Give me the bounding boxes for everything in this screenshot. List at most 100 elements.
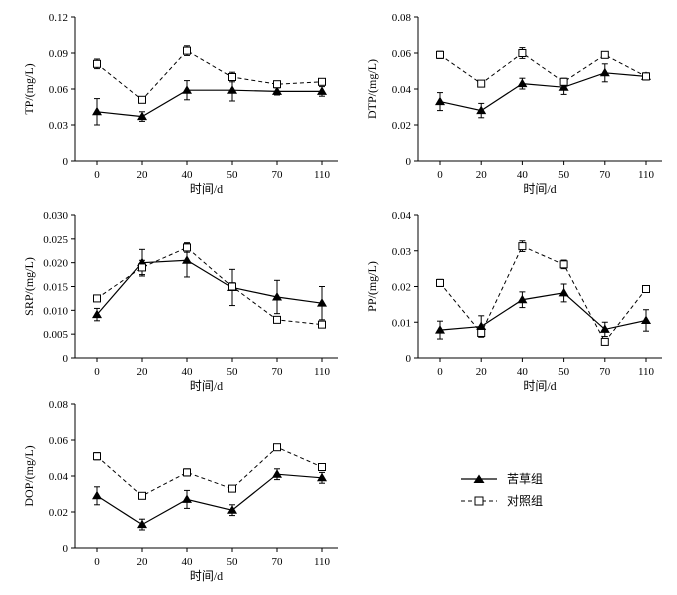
x-tick-label: 40 [182,366,194,378]
data-point-kucao [272,291,282,301]
y-tick-label: 0.025 [43,234,68,246]
data-point-kucao [317,86,327,95]
data-point-kucao [92,309,102,319]
y-tick-label: 0.03 [49,120,69,132]
series-line-control [96,49,323,101]
data-point-control [93,294,101,303]
data-point-kucao [435,325,445,334]
y-tick-label: 0.08 [49,399,69,411]
legend-label-control: 对照组 [507,494,543,508]
data-point-kucao [182,85,192,94]
y-tick-label: 0.06 [49,84,69,96]
data-point-control [318,320,326,329]
x-tick-label: 110 [314,556,331,568]
data-point-control [183,46,191,55]
x-tick-label: 110 [638,169,655,181]
y-tick-label: 0.020 [43,258,68,270]
x-tick-label: 50 [558,366,570,378]
data-point-kucao [272,469,282,478]
data-point-control [138,95,146,104]
series-line-control [439,52,647,85]
data-point-control [600,50,609,59]
series-line-control [439,245,647,343]
data-point-control [318,463,326,471]
series-line-kucao [96,473,323,526]
data-point-kucao [558,82,569,91]
y-tick-label: 0 [406,353,412,365]
data-point-control [273,315,281,324]
x-tick-label: 50 [227,169,239,181]
x-tick-label: 40 [517,366,529,378]
data-point-kucao [137,111,147,121]
y-tick-label: 0.06 [392,48,412,60]
x-axis-label: 时间/d [523,182,556,196]
data-point-kucao [517,78,528,88]
data-point-control [518,49,527,57]
y-tick-label: 0.02 [392,282,411,294]
y-axis-label: DOP/(mg/L) [22,445,36,506]
data-point-kucao [435,96,445,106]
y-tick-label: 0.015 [43,282,68,294]
y-tick-label: 0 [63,543,69,555]
data-point-kucao [137,519,147,529]
y-axis-label: TP/(mg/L) [22,63,36,114]
x-axis-label: 时间/d [190,379,223,393]
y-tick-label: 0.02 [49,507,68,519]
data-point-control [318,77,326,86]
legend-label-kucao: 苦草组 [507,472,543,486]
data-point-kucao [92,106,102,116]
chart-panel-pp: 0 0.01 0.02 0.03 0.04 0 20 40 50 70 110 时间/d PP/(mg/… [365,210,662,393]
x-tick-label: 0 [437,169,443,181]
data-point-control [642,72,650,81]
y-tick-label: 0.04 [392,84,412,96]
data-point-kucao [599,67,610,77]
data-point-control [518,242,527,251]
x-tick-label: 0 [437,366,443,378]
data-point-control [138,263,146,272]
chart-panel-srp: 0 0.005 0.010 0.015 0.020 0.025 0.030 0 20 40 50 70… [22,210,338,393]
x-tick-label: 50 [227,366,239,378]
series-line-kucao [96,89,322,118]
series-line-control [96,246,323,326]
x-tick-label: 20 [476,366,488,378]
x-tick-label: 70 [272,556,284,568]
data-point-control [436,50,444,59]
data-point-control [600,337,609,346]
data-point-control [642,285,650,294]
series-line-control [96,446,323,497]
y-axis-label: PP/(mg/L) [365,261,379,312]
y-tick-label: 0.02 [392,120,411,132]
y-tick-label: 0 [63,353,69,365]
x-axis-label: 时间/d [523,379,556,393]
x-tick-label: 70 [272,366,284,378]
data-point-kucao [476,105,487,115]
y-tick-label: 0.005 [43,329,68,341]
y-tick-label: 0.01 [392,317,411,329]
data-point-kucao [641,315,651,324]
y-tick-label: 0.010 [43,305,68,317]
data-point-control [93,59,101,68]
legend: 苦草组 对照组 [461,472,543,508]
x-tick-label: 40 [182,169,194,181]
data-point-control [228,484,236,493]
data-point-control [228,73,236,81]
y-axis-label: DTP/(mg/L) [365,59,379,119]
data-point-kucao [227,505,237,514]
x-tick-label: 70 [599,366,611,378]
data-point-control [559,260,568,269]
x-tick-label: 0 [94,556,100,568]
data-point-control [183,243,191,252]
x-tick-label: 40 [517,169,529,181]
data-point-control [477,328,486,337]
y-tick-label: 0.06 [49,435,69,447]
chart-panel-tp: 0 0.03 0.06 0.09 0.12 0 20 40 50 70 110 时间/d TP/(mg/… [22,12,338,196]
y-tick-label: 0.03 [392,246,412,258]
data-point-kucao [182,255,192,264]
data-point-kucao [517,294,528,304]
x-axis-label: 时间/d [190,569,223,583]
data-point-control [477,79,486,88]
series-line-kucao [439,292,647,331]
data-point-kucao [92,490,102,500]
x-tick-label: 110 [314,366,331,378]
x-tick-label: 70 [272,169,284,181]
